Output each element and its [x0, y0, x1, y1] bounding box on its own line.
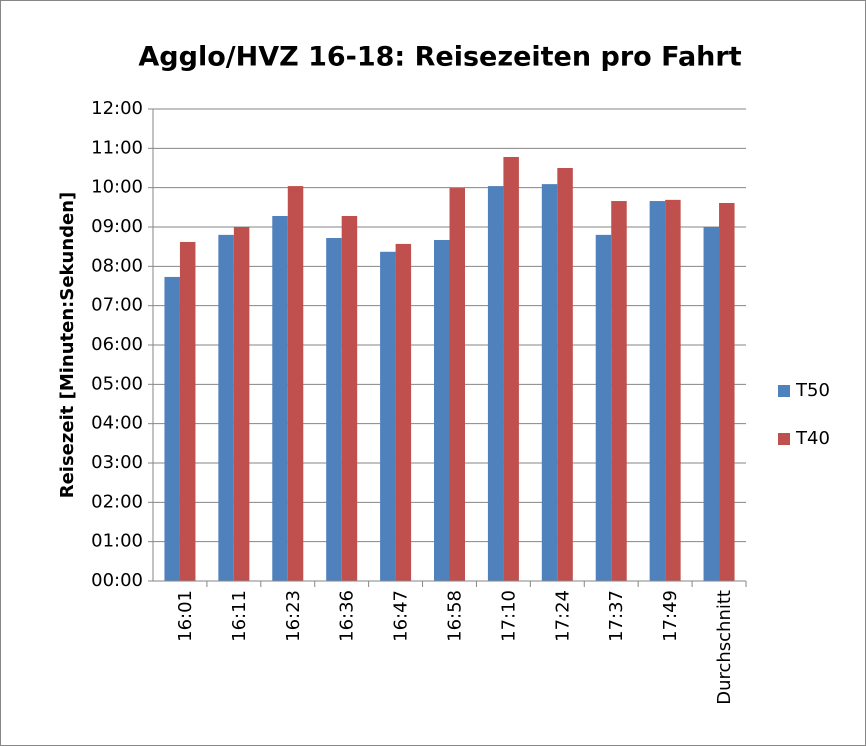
- x-tick-label: Durchschnitt: [714, 590, 735, 705]
- y-tick-label: 07:00: [91, 295, 143, 316]
- bar: [218, 234, 234, 581]
- y-tick-label: 04:00: [91, 413, 143, 434]
- bar: [557, 168, 573, 581]
- x-tick-label: 16:36: [337, 590, 358, 642]
- bar: [487, 186, 504, 582]
- bar: [649, 201, 666, 582]
- x-tick-label: 17:37: [606, 590, 627, 642]
- bar: [341, 215, 358, 581]
- bar: [233, 227, 250, 581]
- bar: [595, 234, 612, 581]
- bar: [611, 201, 627, 582]
- y-tick-label: 06:00: [91, 334, 143, 355]
- bar: [719, 203, 735, 582]
- bar: [665, 199, 681, 582]
- y-tick-label: 01:00: [91, 531, 143, 552]
- legend-label: T40: [795, 428, 830, 449]
- x-tick-label: 16:58: [445, 590, 466, 642]
- y-tick-label: 02:00: [91, 491, 143, 512]
- bar: [434, 239, 450, 582]
- y-tick-label: 11:00: [91, 137, 143, 158]
- x-tick-label: 17:24: [552, 590, 573, 642]
- x-tick-label: 16:11: [229, 590, 250, 642]
- y-tick-label: 08:00: [91, 255, 143, 276]
- bar: [541, 184, 558, 582]
- bar: [287, 186, 304, 582]
- bar: [326, 238, 342, 581]
- bar: [503, 156, 519, 581]
- y-axis-label: Reisezeit [Minuten:Sekunden]: [57, 192, 78, 499]
- bar: [395, 243, 412, 581]
- x-tick-label: 16:23: [283, 590, 304, 642]
- bar: [272, 215, 288, 581]
- y-tick-label: 12:00: [91, 98, 143, 119]
- chart-title: Agglo/HVZ 16-18: Reisezeiten pro Fahrt: [138, 42, 741, 73]
- bar: [179, 241, 196, 582]
- y-tick-label: 00:00: [91, 570, 143, 591]
- x-tick-label: 17:49: [660, 590, 681, 642]
- y-tick-label: 03:00: [91, 452, 143, 473]
- y-tick-label: 10:00: [91, 177, 143, 198]
- y-tick-label: 09:00: [91, 216, 143, 237]
- legend-swatch: [778, 433, 790, 445]
- legend-label: T50: [795, 380, 830, 401]
- bar: [449, 188, 465, 581]
- bar: [703, 227, 720, 581]
- bar: [380, 251, 396, 581]
- x-tick-label: 16:47: [391, 590, 412, 642]
- x-tick-label: 16:01: [175, 590, 196, 642]
- y-tick-label: 05:00: [91, 373, 143, 394]
- bar: [164, 276, 180, 581]
- legend-swatch: [778, 385, 790, 397]
- x-tick-label: 17:10: [498, 590, 519, 642]
